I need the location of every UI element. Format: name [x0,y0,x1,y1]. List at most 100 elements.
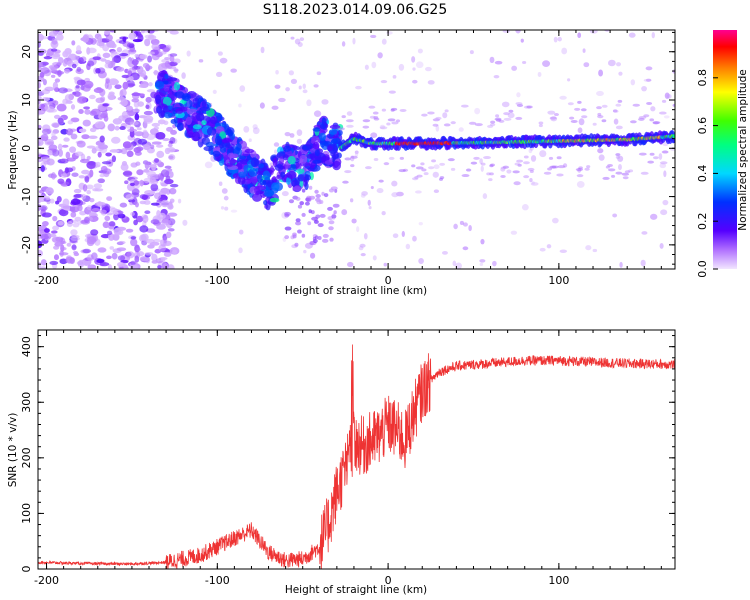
spectrogram-cell [494,60,503,65]
spectrogram-cell [432,171,439,178]
spectrogram-cell [515,102,523,106]
spectrogram-cell [121,74,130,79]
spectrogram-y-tick-label: -10 [20,188,33,206]
spectrogram-cell [38,41,41,48]
spectrogram-cell [122,141,132,149]
spectrogram-cell [92,56,101,61]
spectrogram-cell [199,106,211,112]
spectrogram-cell [638,115,647,119]
spectrogram-cell [543,171,552,175]
spectrogram-cell [119,52,129,57]
spectrogram-cell [645,78,652,82]
spectrogram-cell [163,251,172,257]
spectrogram-cell [95,67,101,74]
spectrogram-cell [368,105,376,109]
spectrogram-cell [529,170,534,174]
spectrogram-cell [98,144,109,150]
spectrogram-cell [328,220,335,225]
spectrogram-cell [117,96,126,101]
spectrogram-cell [469,50,474,55]
spectrogram-cell [250,157,260,168]
spectrogram-cell [66,167,74,173]
spectrogram-cell [328,226,334,231]
spectrogram-cell [39,266,47,269]
spectrogram-cell [51,174,57,179]
spectrogram-cell [362,119,371,123]
spectrogram-cell [508,109,514,113]
spectrogram-cell [126,150,134,158]
spectrogram-cell [102,52,111,59]
spectrogram-cell [124,68,129,74]
spectrogram-cell [431,159,437,163]
spectrogram-cell [158,103,168,109]
spectrogram-cell [361,191,368,196]
spectrogram-cell [251,193,263,202]
spectrogram-cell [345,119,354,123]
spectrogram-cell [97,247,107,253]
spectrogram-cell [87,264,97,269]
spectrogram-cell [645,66,653,71]
spectrogram-cell [313,219,319,224]
spectrogram-cell [119,126,126,131]
spectrogram-cell [412,67,416,71]
spectrogram-cell [114,125,120,131]
spectrogram-cell [278,97,286,103]
spectrogram-cell [297,42,303,47]
spectrogram-cell [120,55,126,59]
spectrogram-cell [514,162,521,166]
spectrogram-cell [109,149,120,153]
spectrogram-cell [198,59,204,63]
spectrogram-cell [592,122,597,126]
spectrogram-cell [350,164,355,168]
spectrogram-cell [119,101,128,105]
spectrogram-cell [120,88,127,97]
spectrogram-cell [360,253,366,257]
spectrogram-cell [650,213,658,220]
spectrogram-cell [292,186,302,191]
spectrogram-cell [597,148,604,154]
spectrogram-cell [424,66,432,72]
spectrogram-cell [41,212,52,218]
spectrogram-cell [281,190,289,197]
spectrogram-cell [109,60,116,68]
spectrogram-cell [663,115,670,119]
spectrogram-cell [399,108,407,112]
spectrogram-cell [272,157,278,168]
spectrogram-cell [65,151,71,160]
spectrogram-cell [57,143,63,151]
spectrogram-cell [511,65,518,71]
spectrogram-cell [169,183,179,188]
spectrogram-cell [38,103,45,110]
spectrogram-cell [297,229,302,234]
spectrogram-cell [617,99,623,103]
spectrogram-cell [567,78,571,82]
spectrogram-cell [116,226,127,231]
spectrogram-cell [154,158,160,163]
spectrogram-cell [160,187,170,194]
spectrogram-cell [226,162,233,167]
spectrogram-cell [523,161,530,165]
spectrogram-cell [42,78,47,86]
spectrogram-cell [65,256,75,264]
spectrogram-cell [304,174,312,181]
spectrogram-cell [78,175,86,179]
spectrogram-cell [132,38,143,43]
spectrogram-cell [296,138,303,144]
spectrogram-cell [592,248,598,253]
spectrogram-cell [139,54,148,60]
spectrogram-cell [310,137,316,145]
colorbar: 0.0 0.2 0.4 0.6 0.8 Normalized spectral ampl… [696,30,749,278]
spectrogram-cell [230,209,238,213]
colorbar-tick-label: 0.0 [696,260,709,278]
spectrogram-cell [615,125,623,130]
spectrogram-cell [135,215,144,223]
spectrogram-cell [308,195,316,200]
spectrogram-cell [52,215,58,222]
spectrogram-cell [239,155,247,160]
spectrogram-cell [672,134,675,139]
spectrogram-cell [133,146,142,153]
spectrogram-cell [214,135,223,146]
spectrogram-cell [294,38,301,45]
spectrogram-cell [501,101,510,108]
spectrogram-cell [140,69,147,78]
